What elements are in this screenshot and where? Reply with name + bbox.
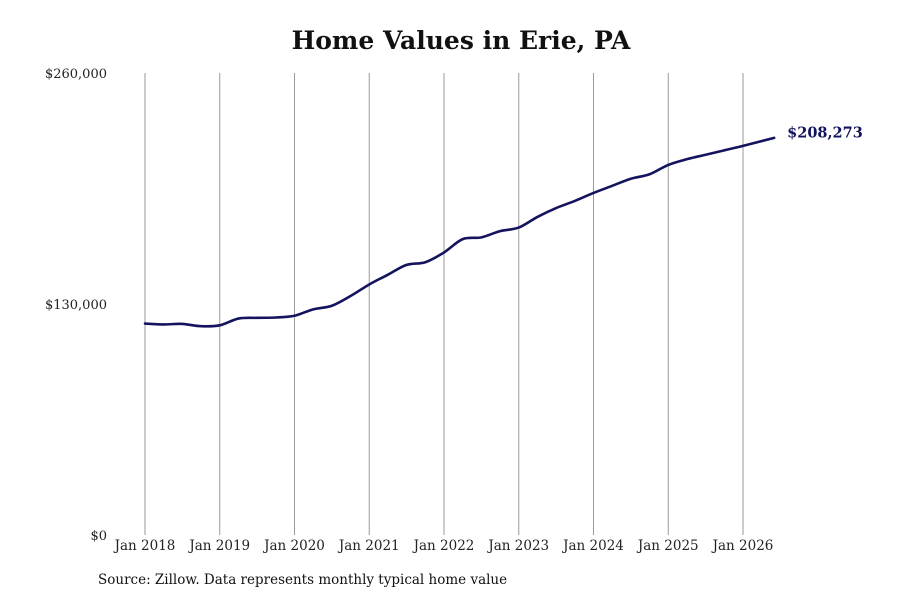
chart-title: Home Values in Erie, PA bbox=[291, 26, 631, 55]
x-tick-label: Jan 2025 bbox=[636, 538, 699, 554]
end-value-label: $208,273 bbox=[787, 124, 863, 141]
x-tick-label: Jan 2020 bbox=[262, 538, 325, 554]
y-tick-label: $0 bbox=[90, 529, 107, 544]
x-tick-label: Jan 2022 bbox=[412, 538, 475, 554]
x-tick-label: Jan 2023 bbox=[486, 538, 549, 554]
chart-source-note: Source: Zillow. Data represents monthly … bbox=[98, 572, 508, 588]
y-tick-label: $130,000 bbox=[45, 298, 107, 313]
x-tick-label: Jan 2019 bbox=[187, 538, 250, 554]
y-tick-label: $260,000 bbox=[45, 67, 107, 82]
x-tick-label: Jan 2024 bbox=[561, 538, 624, 554]
x-tick-label: Jan 2026 bbox=[711, 538, 774, 554]
x-tick-label: Jan 2021 bbox=[337, 538, 400, 554]
x-tick-label: Jan 2018 bbox=[113, 538, 176, 554]
series-line bbox=[143, 136, 776, 328]
